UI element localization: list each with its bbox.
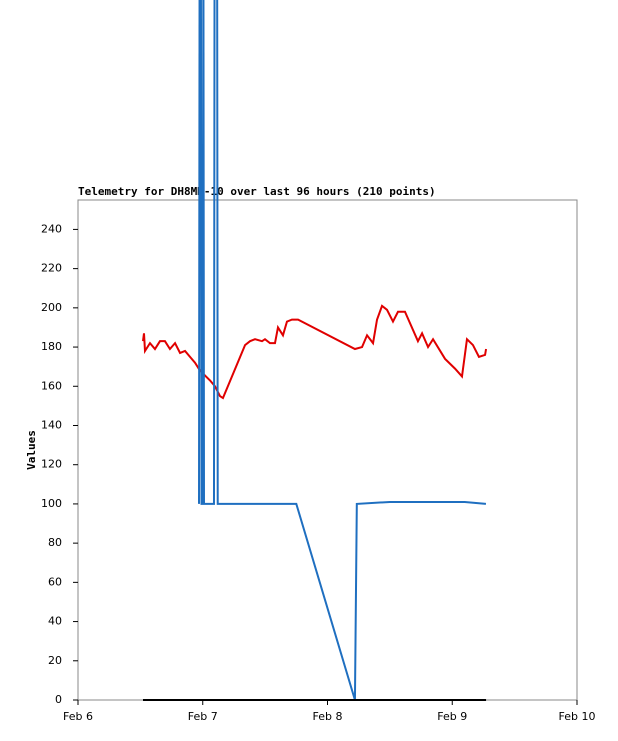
y-tick-label: 100 [41, 497, 62, 510]
data-line [198, 0, 487, 701]
y-tick-label: 180 [41, 340, 62, 353]
x-tick-label: Feb 8 [313, 710, 343, 723]
chart-title: Telemetry for DH8MM-10 over last 96 hour… [78, 185, 436, 198]
y-tick-label: 120 [41, 458, 62, 471]
x-tick-label: Feb 10 [559, 710, 596, 723]
y-tick-label: 240 [41, 222, 62, 235]
x-tick-label: Feb 7 [188, 710, 218, 723]
y-tick-label: 220 [41, 262, 62, 275]
plot-frame [77, 199, 578, 701]
y-tick-label: 40 [48, 615, 62, 628]
x-tick-label: Feb 9 [437, 710, 467, 723]
y-tick-label: 20 [48, 654, 62, 667]
data-line [142, 304, 488, 400]
x-tick-label: Feb 6 [63, 710, 93, 723]
y-tick-label: 160 [41, 379, 62, 392]
y-tick-label: 80 [48, 536, 62, 549]
y-tick-label: 0 [55, 693, 62, 706]
y-tick-label: 140 [41, 418, 62, 431]
y-tick-label: 200 [41, 301, 62, 314]
y-axis-label: Values [25, 430, 38, 470]
y-tick-label: 60 [48, 575, 62, 588]
